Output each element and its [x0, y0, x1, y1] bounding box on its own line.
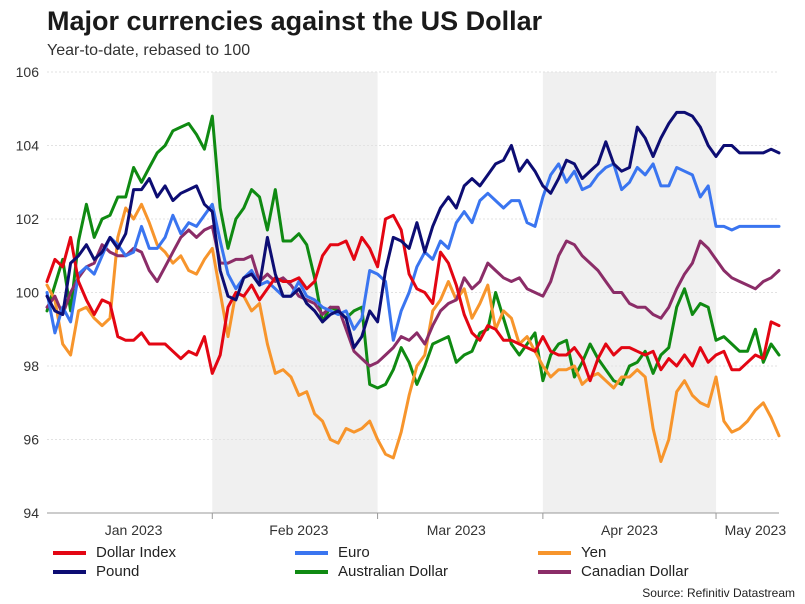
legend-swatch-yen — [538, 550, 571, 555]
legend-label-australian-dollar: Australian Dollar — [338, 563, 449, 580]
y-tick-label-104: 104 — [16, 138, 40, 154]
x-tick-label-2: Mar 2023 — [427, 522, 486, 538]
legend-item-dollar-index: Dollar Index — [53, 544, 176, 561]
legend-swatch-euro — [295, 550, 328, 555]
series-line-pound — [45, 110, 781, 350]
y-tick-label-102: 102 — [16, 211, 40, 227]
legend-item-yen: Yen — [538, 544, 606, 561]
legend-item-euro: Euro — [295, 544, 370, 561]
legend-label-dollar-index: Dollar Index — [96, 544, 177, 561]
x-tick-label-3: Apr 2023 — [601, 522, 658, 538]
legend-label-pound: Pound — [96, 563, 140, 580]
y-axis-ticks: 94 96 98 100 102 104 106 — [16, 64, 40, 521]
legend-swatch-pound — [53, 569, 86, 574]
y-tick-label-96: 96 — [23, 432, 39, 448]
x-axis: Jan 2023 Feb 2023 Mar 2023 Apr 2023 May 2023 — [47, 512, 787, 538]
legend-swatch-canadian-dollar — [538, 569, 571, 574]
legend-label-yen: Yen — [581, 544, 607, 561]
chart-title: Major currencies against the US Dollar — [47, 6, 543, 36]
legend-swatch-dollar-index — [53, 550, 86, 555]
y-tick-label-94: 94 — [23, 505, 39, 521]
chart-subtitle: Year-to-date, rebased to 100 — [47, 42, 251, 59]
x-tick-label-0: Jan 2023 — [105, 522, 163, 538]
y-tick-label-106: 106 — [16, 64, 40, 80]
legend-item-australian-dollar: Australian Dollar — [295, 563, 448, 580]
series-line-dollar-index — [45, 213, 781, 383]
legend-item-canadian-dollar: Canadian Dollar — [538, 563, 689, 580]
x-tick-label-1: Feb 2023 — [269, 522, 328, 538]
source-note: Source: Refinitiv Datastream — [642, 586, 795, 600]
y-tick-label-100: 100 — [16, 285, 40, 301]
y-tick-label-98: 98 — [23, 358, 39, 374]
legend-label-euro: Euro — [338, 544, 370, 561]
series-lines — [45, 110, 781, 463]
legend-item-pound: Pound — [53, 563, 139, 580]
series-line-canadian-dollar — [45, 224, 781, 368]
x-tick-label-4: May 2023 — [725, 522, 787, 538]
legend-swatch-australian-dollar — [295, 569, 328, 574]
legend-label-canadian-dollar: Canadian Dollar — [581, 563, 689, 580]
